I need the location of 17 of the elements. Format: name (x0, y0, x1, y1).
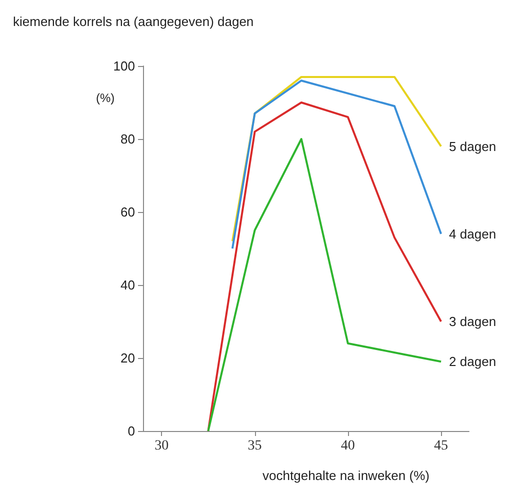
y-tick-label: 40 (120, 278, 135, 292)
series-label: 2 dagen (449, 354, 496, 370)
series-label: 3 dagen (449, 314, 496, 329)
x-tick-label: 40 (340, 438, 355, 454)
x-axis-title: vochtgehalte na inweken (%) (262, 468, 430, 483)
y-tick-label: 60 (120, 204, 135, 220)
y-tick-label: 80 (120, 132, 135, 146)
y-tick-label: 20 (120, 350, 135, 366)
series-label: 4 dagen (449, 226, 496, 242)
y-tick-label: 100 (113, 58, 135, 74)
x-tick-label: 35 (248, 438, 262, 454)
series-label: 5 dagen (449, 138, 496, 154)
y-axis-title: (%) (96, 91, 115, 105)
x-tick-label: 30 (154, 438, 169, 454)
y-tick-label: 0 (128, 424, 135, 438)
x-tick-label: 45 (434, 438, 448, 454)
chart-title: kiemende korrels na (aangegeven) dagen (13, 14, 254, 29)
